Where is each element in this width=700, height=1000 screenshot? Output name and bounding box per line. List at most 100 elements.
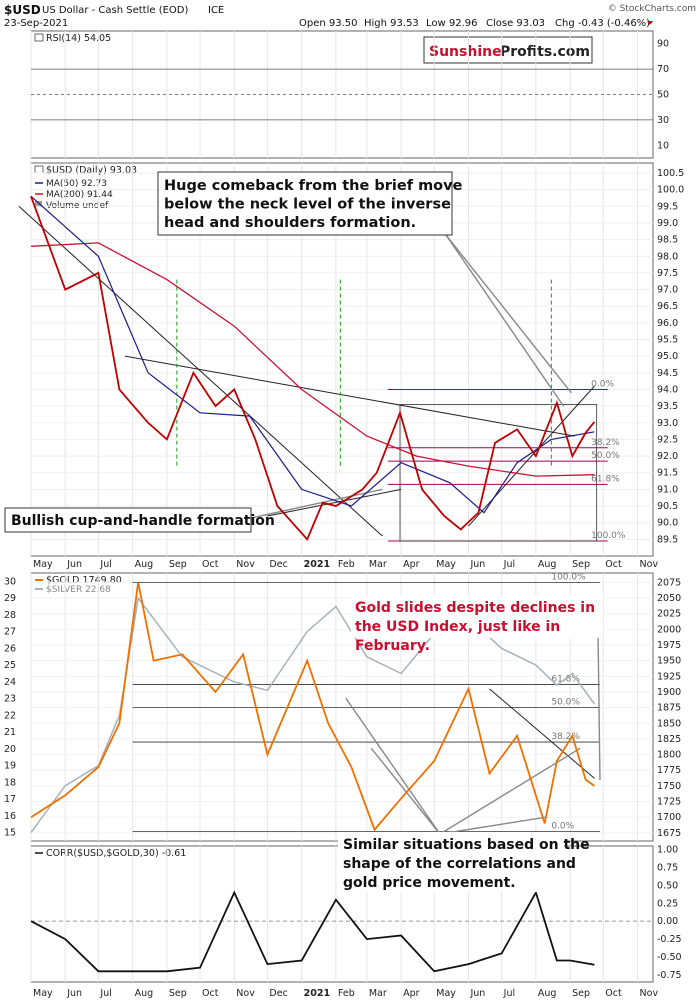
gold-right-tick-label: 1950 xyxy=(657,656,681,667)
usd-y-tick-label: 90.5 xyxy=(657,501,678,512)
corr-y-tick-label: 0.75 xyxy=(657,862,678,873)
gold-right-tick-label: 1675 xyxy=(657,828,681,839)
gold-right-tick-label: 1925 xyxy=(657,671,681,682)
x-tick-label-corr: Dec xyxy=(269,988,287,999)
usd-trendline xyxy=(18,205,383,537)
gold-slides-connector xyxy=(597,631,601,781)
usd-legend-ma200: MA(200) 91.44 xyxy=(46,190,113,200)
ann-comeback-line: below the neck level of the inverse xyxy=(164,197,451,213)
x-tick-label-corr: 2021 xyxy=(304,988,330,999)
gold-line xyxy=(30,582,595,832)
logo-part1: Sunshine xyxy=(429,44,502,60)
annotation-comeback: Huge comeback from the brief move below t… xyxy=(157,171,463,236)
usd-y-tick-label: 100.5 xyxy=(657,168,684,179)
x-tick-label-usd: Oct xyxy=(605,559,622,570)
ann-similar-line: gold price movement. xyxy=(343,875,516,891)
usd-y-tick-label: 99.5 xyxy=(657,201,678,212)
gold-left-tick-label: 25 xyxy=(4,660,16,671)
corr-y-tick-label: 0.50 xyxy=(657,880,678,891)
x-tick-label-corr: Mar xyxy=(369,988,387,999)
x-tick-label-corr: Jun xyxy=(469,988,485,999)
sunshine-profits-logo: Sunshine Profits.com xyxy=(423,36,593,64)
x-tick-label-usd: Mar xyxy=(369,559,387,570)
ohlc-close: Close 93.03 xyxy=(486,18,545,29)
corr-y-tick-label: -0.50 xyxy=(657,952,682,963)
gold-right-tick-label: 2025 xyxy=(657,609,681,620)
similar-connector xyxy=(370,747,441,835)
annotation-similar: Similar situations based on the shape of … xyxy=(338,832,590,892)
comeback-connector xyxy=(445,234,572,394)
usd-fib-label: 61.8% xyxy=(591,474,620,484)
corr-y-tick-label: -0.25 xyxy=(657,934,682,945)
ohlc-high: High 93.53 xyxy=(364,18,419,29)
ann-gold-line: the USD Index, just like in xyxy=(355,619,560,635)
gold-fib-label: 50.0% xyxy=(551,698,580,708)
x-tick-label-corr: Sep xyxy=(572,988,590,999)
series-layer xyxy=(30,195,596,973)
similar-connector xyxy=(345,697,441,835)
gold-right-tick-label: 1725 xyxy=(657,797,681,808)
usd-y-tick-label: 89.5 xyxy=(657,534,678,545)
corr-y-tick-label: 0.00 xyxy=(657,916,678,927)
gold-left-tick-label: 26 xyxy=(4,643,16,654)
annotation-cup-handle-text: Bullish cup-and-handle formation xyxy=(11,513,275,529)
ohlc-low: Low 92.96 xyxy=(426,18,478,29)
x-tick-label-corr: May xyxy=(33,988,53,999)
usd-y-tick-label: 99.0 xyxy=(657,218,678,229)
gold-right-tick-label: 1900 xyxy=(657,687,681,698)
usd-y-tick-label: 100.0 xyxy=(657,185,684,196)
gold-left-tick-label: 27 xyxy=(4,627,16,638)
gold-legend: $GOLD 1749.80 $SILVER 22.68 xyxy=(35,575,122,595)
x-tick-label-usd: Dec xyxy=(269,559,287,570)
gold-fib-label: 0.0% xyxy=(551,822,574,832)
rsi-y-tick-label: 50 xyxy=(657,90,669,101)
axis-layer: May Jun Jul Aug Sep Oct Nov Dec 2021 Feb Mar Apr May… xyxy=(4,39,684,999)
usd-y-tick-label: 98.0 xyxy=(657,251,678,262)
x-tick-label-corr: Nov xyxy=(640,988,659,999)
ann-comeback-line: Huge comeback from the brief move xyxy=(164,178,463,194)
gold-legend-gold: $GOLD 1749.80 xyxy=(46,575,122,586)
ma50-line xyxy=(30,195,595,514)
usd-legend-ma50: MA(50) 92.73 xyxy=(46,179,107,189)
usd-legend-price: $USD (Daily) 93.03 xyxy=(46,165,137,176)
annotation-comeback-text: Huge comeback from the brief move below t… xyxy=(164,178,463,231)
ann-similar-line: shape of the correlations and xyxy=(343,856,576,872)
gold-left-tick-label: 24 xyxy=(4,677,16,688)
gold-right-tick-label: 1975 xyxy=(657,640,681,651)
gold-legend-silver: $SILVER 22.68 xyxy=(46,585,111,595)
chart-date: 23-Sep-2021 xyxy=(4,18,68,29)
x-tick-label-usd: Nov xyxy=(236,559,255,570)
corr-y-tick-label: -0.75 xyxy=(657,970,682,981)
gold-left-tick-label: 23 xyxy=(4,694,16,705)
exchange-label: ICE xyxy=(208,5,224,16)
usd-fib-label: 38.2% xyxy=(591,438,620,448)
comeback-connector xyxy=(445,234,565,407)
x-tick-label-corr: Aug xyxy=(135,988,154,999)
x-tick-label-usd: Feb xyxy=(338,559,355,570)
x-tick-label-usd: Jul xyxy=(503,559,515,570)
usd-y-tick-label: 95.5 xyxy=(657,335,678,346)
corr-y-tick-label: 1.00 xyxy=(657,845,678,856)
usd-y-tick-label: 96.5 xyxy=(657,301,678,312)
x-tick-label-corr: Feb xyxy=(338,988,355,999)
gold-right-tick-label: 1775 xyxy=(657,765,681,776)
usd-y-tick-label: 94.0 xyxy=(657,384,678,395)
usd-y-tick-label: 96.0 xyxy=(657,318,678,329)
x-tick-label-corr: Jul xyxy=(503,988,515,999)
gold-right-tick-label: 2050 xyxy=(657,593,681,604)
down-arrow-icon xyxy=(647,21,653,25)
ohlc-open: Open 93.50 xyxy=(299,18,358,29)
usd-y-tick-label: 97.0 xyxy=(657,285,678,296)
corr-line xyxy=(30,890,595,973)
silver-line xyxy=(30,596,596,834)
rsi-legend: RSI(14) 54.05 xyxy=(34,33,111,44)
rsi-y-tick-label: 30 xyxy=(657,115,669,126)
usd-y-tick-label: 91.5 xyxy=(657,468,678,479)
trendline-layer xyxy=(18,205,601,835)
usd-trendline xyxy=(124,355,575,437)
usd-y-tick-label: 98.5 xyxy=(657,235,678,246)
gold-left-tick-label: 30 xyxy=(4,576,16,587)
x-tick-label-usd: 2021 xyxy=(304,559,330,570)
x-tick-label-usd: Apr xyxy=(403,559,420,570)
